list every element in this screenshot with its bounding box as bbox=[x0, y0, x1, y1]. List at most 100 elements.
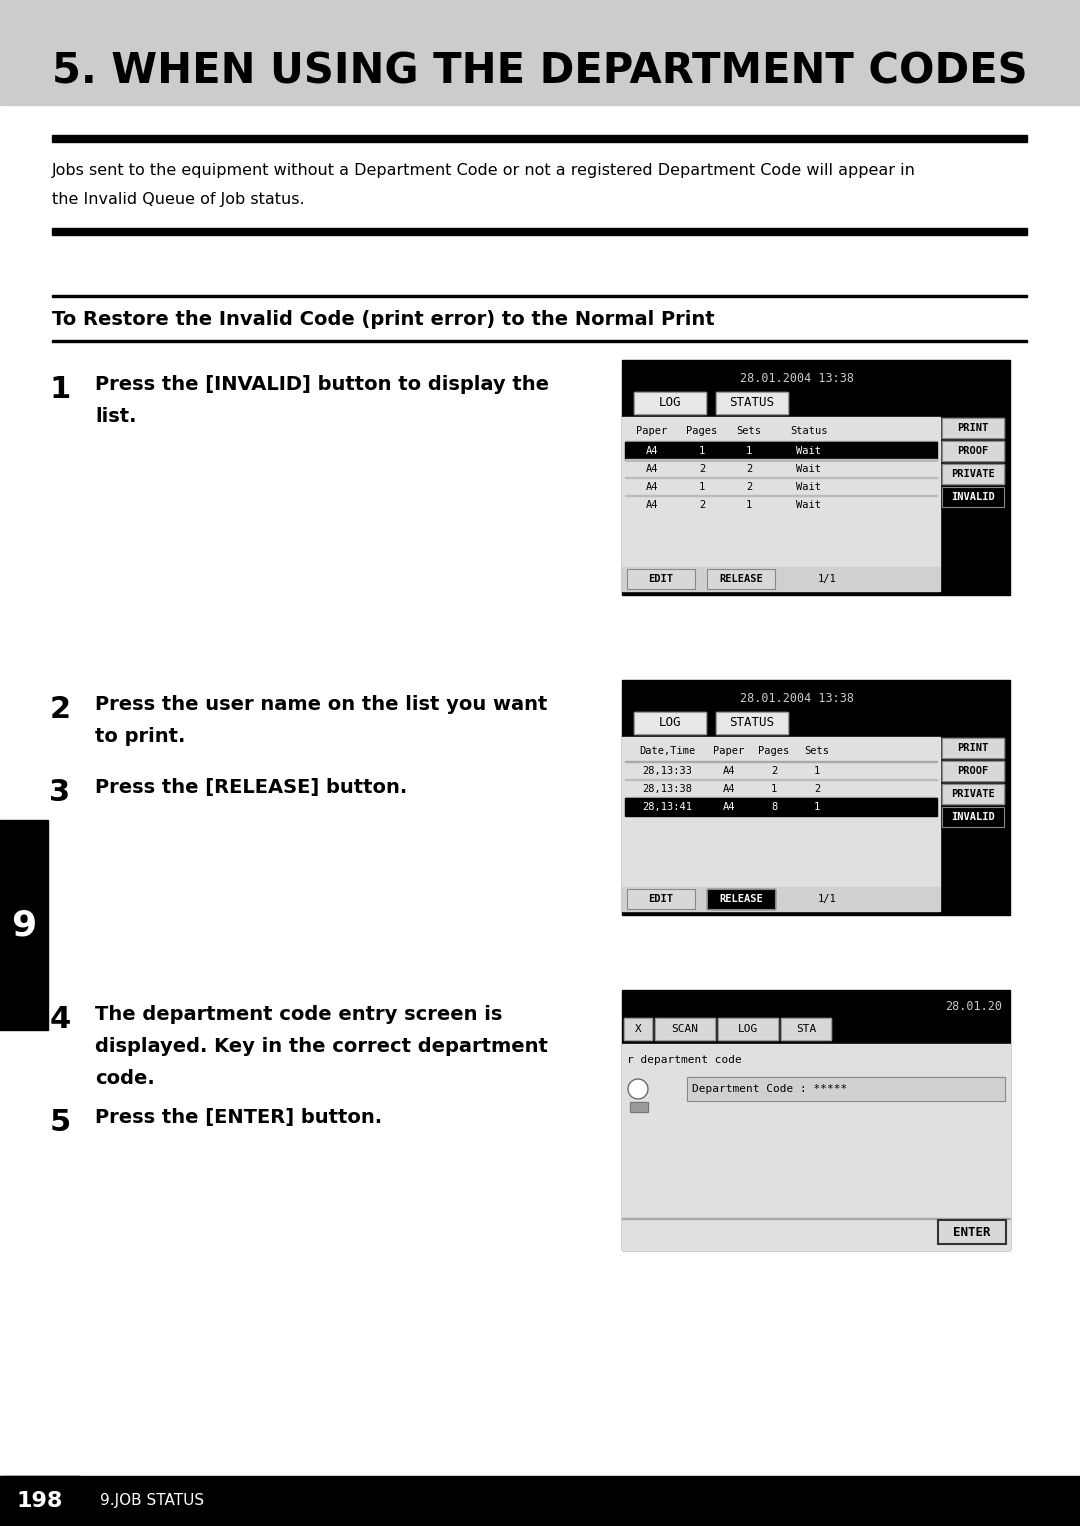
Text: Wait: Wait bbox=[797, 446, 822, 456]
Text: Status: Status bbox=[791, 426, 827, 436]
Text: Sets: Sets bbox=[805, 746, 829, 755]
Bar bbox=[942, 807, 1004, 827]
Text: 2: 2 bbox=[699, 464, 705, 475]
Bar bbox=[52, 134, 1027, 142]
Bar bbox=[634, 392, 706, 414]
Bar bbox=[52, 295, 1027, 298]
Text: Paper: Paper bbox=[714, 746, 744, 755]
Bar bbox=[622, 990, 1010, 1250]
Text: the Invalid Queue of Job status.: the Invalid Queue of Job status. bbox=[52, 192, 305, 208]
Bar bbox=[622, 887, 940, 911]
Bar bbox=[716, 392, 788, 414]
Bar bbox=[52, 340, 1027, 342]
Bar bbox=[0, 0, 1080, 105]
Bar bbox=[0, 819, 48, 1030]
Bar bbox=[654, 1018, 715, 1041]
Text: 4: 4 bbox=[50, 1006, 70, 1035]
Text: to print.: to print. bbox=[95, 726, 186, 746]
Text: A4: A4 bbox=[723, 803, 735, 812]
Bar bbox=[942, 784, 1004, 804]
Bar bbox=[781, 1018, 831, 1041]
Text: LOG: LOG bbox=[659, 397, 681, 409]
Text: A4: A4 bbox=[646, 464, 658, 475]
Text: 2: 2 bbox=[699, 501, 705, 510]
Bar bbox=[622, 417, 940, 568]
Bar bbox=[622, 681, 1010, 916]
Bar bbox=[939, 1219, 1005, 1244]
Text: 8: 8 bbox=[771, 803, 778, 812]
Text: EDIT: EDIT bbox=[648, 894, 674, 903]
Text: 3: 3 bbox=[50, 778, 70, 807]
Bar bbox=[622, 360, 1010, 595]
Text: 28,13:33: 28,13:33 bbox=[642, 766, 692, 777]
Text: Pages: Pages bbox=[687, 426, 717, 436]
Bar bbox=[942, 487, 1004, 507]
Bar bbox=[942, 761, 1004, 781]
Text: Wait: Wait bbox=[797, 501, 822, 510]
Text: Press the [INVALID] button to display the: Press the [INVALID] button to display th… bbox=[95, 375, 549, 394]
Circle shape bbox=[627, 1079, 648, 1099]
Bar bbox=[0, 1476, 80, 1526]
Bar bbox=[0, 1476, 1080, 1526]
Bar bbox=[942, 418, 1004, 438]
Text: displayed. Key in the correct department: displayed. Key in the correct department bbox=[95, 1038, 548, 1056]
Bar bbox=[781, 1018, 831, 1041]
Text: A4: A4 bbox=[723, 766, 735, 777]
Text: 1: 1 bbox=[50, 375, 70, 404]
Text: ENTER: ENTER bbox=[954, 1225, 990, 1239]
Text: 1/1: 1/1 bbox=[818, 574, 836, 584]
Text: STATUS: STATUS bbox=[729, 397, 774, 409]
Bar bbox=[718, 1018, 778, 1041]
Bar bbox=[624, 1018, 652, 1041]
Text: PRINT: PRINT bbox=[957, 423, 988, 433]
Bar bbox=[627, 890, 696, 909]
Text: 2: 2 bbox=[771, 766, 778, 777]
Bar bbox=[707, 569, 775, 589]
Bar bbox=[625, 798, 937, 816]
Text: 5. WHEN USING THE DEPARTMENT CODES: 5. WHEN USING THE DEPARTMENT CODES bbox=[52, 50, 1028, 93]
Bar bbox=[624, 1018, 652, 1041]
Text: EDIT: EDIT bbox=[648, 574, 674, 584]
Text: Press the [RELEASE] button.: Press the [RELEASE] button. bbox=[95, 778, 407, 797]
Bar bbox=[942, 464, 1004, 484]
Bar bbox=[942, 807, 1004, 827]
Text: 2: 2 bbox=[746, 464, 752, 475]
Text: LOG: LOG bbox=[659, 717, 681, 729]
Text: A4: A4 bbox=[723, 784, 735, 794]
Text: 5: 5 bbox=[50, 1108, 70, 1137]
Bar bbox=[622, 568, 940, 591]
Bar bbox=[718, 1018, 778, 1041]
Text: 1: 1 bbox=[814, 803, 820, 812]
Text: PROOF: PROOF bbox=[957, 766, 988, 777]
Text: PRIVATE: PRIVATE bbox=[951, 468, 995, 479]
Text: The department code entry screen is: The department code entry screen is bbox=[95, 1006, 502, 1024]
Text: STATUS: STATUS bbox=[729, 717, 774, 729]
Bar bbox=[654, 1018, 715, 1041]
Bar bbox=[942, 761, 1004, 781]
Text: 1: 1 bbox=[699, 446, 705, 456]
Text: r department code: r department code bbox=[627, 1054, 742, 1065]
Text: Wait: Wait bbox=[797, 482, 822, 491]
Text: X: X bbox=[635, 1024, 642, 1035]
Bar bbox=[942, 739, 1004, 758]
Text: Press the [ENTER] button.: Press the [ENTER] button. bbox=[95, 1108, 382, 1128]
Text: 1: 1 bbox=[814, 766, 820, 777]
Bar bbox=[634, 392, 706, 414]
Bar bbox=[627, 569, 696, 589]
Bar bbox=[627, 569, 696, 589]
Bar bbox=[942, 784, 1004, 804]
Text: Paper: Paper bbox=[636, 426, 667, 436]
Bar bbox=[942, 464, 1004, 484]
Text: Date,Time: Date,Time bbox=[639, 746, 696, 755]
Bar bbox=[630, 1102, 648, 1112]
Text: RELEASE: RELEASE bbox=[719, 894, 762, 903]
Text: SCAN: SCAN bbox=[672, 1024, 699, 1035]
Bar bbox=[716, 713, 788, 734]
Bar bbox=[52, 227, 1027, 235]
Text: 1: 1 bbox=[699, 482, 705, 491]
Text: INVALID: INVALID bbox=[951, 812, 995, 823]
Text: Pages: Pages bbox=[758, 746, 789, 755]
Text: Press the user name on the list you want: Press the user name on the list you want bbox=[95, 694, 548, 714]
Text: 2: 2 bbox=[50, 694, 70, 723]
Text: 9.JOB STATUS: 9.JOB STATUS bbox=[100, 1494, 204, 1509]
